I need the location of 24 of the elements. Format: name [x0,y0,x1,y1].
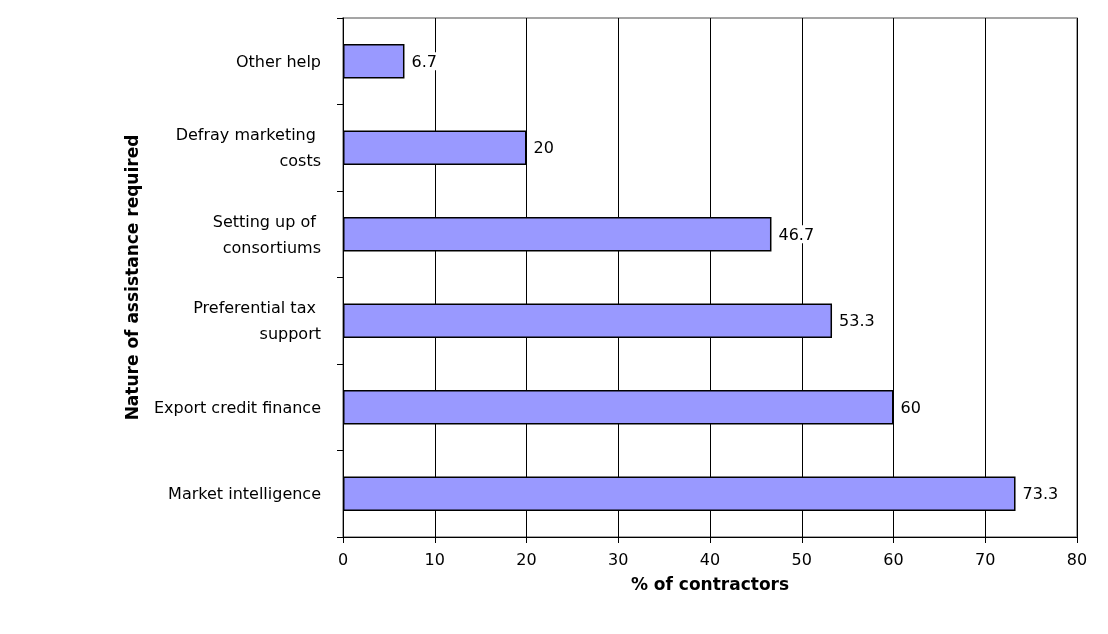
x-tick-label: 30 [608,549,629,569]
x-tick-label: 60 [883,549,904,569]
x-tick-label: 70 [975,549,996,569]
y-tick-label: Market intelligence [168,484,321,504]
y-tick-label: Export credit finance [153,397,321,417]
y-tick-label: Other help [235,51,321,71]
x-tick-label: 20 [516,549,537,569]
y-tick-label: Defray marketing costs [175,125,321,171]
data-label: 53.3 [839,311,875,331]
y-axis-title: Nature of assistance required [121,134,142,421]
data-label: 73.3 [1022,484,1059,504]
data-label: 20 [533,138,554,158]
y-tick-label: Setting up of consortiums [212,211,321,257]
x-tick-label: 10 [424,549,445,569]
data-label: 46.7 [778,224,815,244]
x-axis-title: % of contractors [630,573,790,594]
data-label: 6.7 [411,51,437,71]
x-tick-label: 50 [791,549,812,569]
x-tick-label: 0 [337,549,349,569]
x-tick-label: 80 [1066,549,1088,569]
y-tick-label: Preferential tax support [193,298,321,344]
data-label: 60 [900,397,921,417]
bar [343,43,405,79]
x-tick-label: 40 [699,549,721,569]
